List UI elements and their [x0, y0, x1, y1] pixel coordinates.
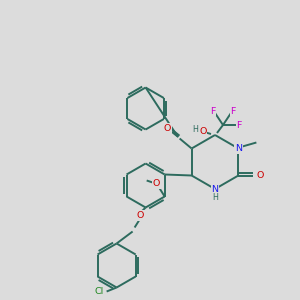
Text: N: N [235, 144, 242, 153]
Text: N: N [212, 184, 218, 194]
Text: O: O [153, 179, 160, 188]
Text: H: H [212, 194, 218, 202]
Text: O: O [164, 124, 171, 133]
Text: O: O [199, 127, 207, 136]
Text: Cl: Cl [95, 287, 104, 296]
Text: O: O [137, 211, 144, 220]
Text: H: H [192, 125, 198, 134]
Text: F: F [236, 121, 242, 130]
Text: O: O [257, 171, 264, 180]
Text: F: F [210, 106, 216, 116]
Text: F: F [230, 106, 236, 116]
